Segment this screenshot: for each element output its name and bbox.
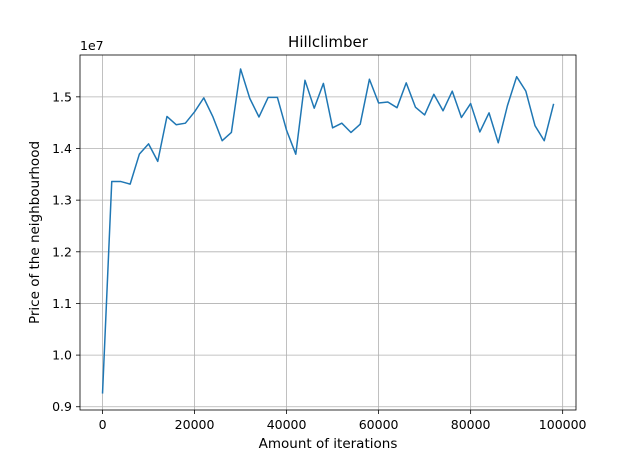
y-tick-label: 1.3 xyxy=(52,193,72,208)
y-tick-label: 1.1 xyxy=(52,296,72,311)
y-tick-label: 0.9 xyxy=(52,399,72,414)
series-line-0 xyxy=(101,68,555,394)
x-tick-label: 40000 xyxy=(267,417,307,432)
axes-frame xyxy=(79,54,577,411)
x-tick-label: 20000 xyxy=(175,417,215,432)
x-tick-label: 0 xyxy=(99,417,107,432)
x-tick-label: 100000 xyxy=(539,417,587,432)
chart-title: Hillclimber xyxy=(288,33,369,51)
y-tick-label: 1.5 xyxy=(52,89,72,104)
y-axis-offset-label: 1e7 xyxy=(80,38,104,53)
x-axis-label: Amount of iterations xyxy=(259,436,398,452)
y-tick-label: 1.0 xyxy=(52,348,72,363)
y-axis-label: Price of the neighbourhood xyxy=(27,141,43,324)
y-tick-label: 1.4 xyxy=(52,141,72,156)
grid-lines xyxy=(80,55,576,410)
x-tick-label: 80000 xyxy=(451,417,491,432)
y-tick-label: 1.2 xyxy=(52,244,72,259)
x-tick-label: 60000 xyxy=(359,417,399,432)
plot-area xyxy=(101,68,555,394)
axis-ticks: 0 20000 40000 60000 80000 100000 0.9 1.0 1.1 1.2 1… xyxy=(52,89,586,432)
